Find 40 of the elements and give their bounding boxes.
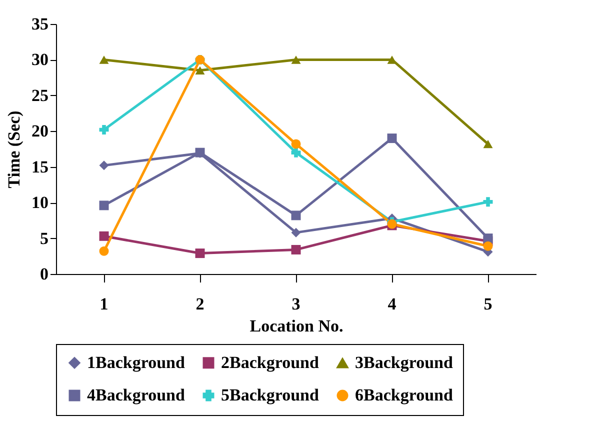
y-tick-label: 5	[40, 228, 48, 248]
point	[291, 210, 301, 220]
point	[387, 56, 397, 64]
y-tick-label: 0	[40, 264, 48, 284]
x-tick-label: 3	[292, 294, 300, 314]
point	[291, 56, 301, 64]
point	[291, 148, 301, 158]
legend-label: 6Background	[355, 386, 454, 404]
y-tick-label: 35	[32, 14, 48, 34]
point	[99, 56, 109, 64]
x-tick-label: 4	[388, 294, 397, 314]
point	[483, 197, 493, 207]
legend-label: 5Background	[221, 386, 320, 404]
x-tick-label: 1	[100, 294, 108, 314]
legend-label: 2Background	[221, 352, 320, 372]
point	[483, 241, 493, 251]
point	[195, 248, 205, 258]
point	[483, 140, 493, 148]
point	[291, 228, 301, 238]
point	[99, 160, 109, 170]
y-axis-title: Time (Sec)	[4, 110, 24, 188]
x-tick-label: 2	[196, 294, 204, 314]
point	[99, 124, 109, 134]
point	[291, 139, 301, 149]
point	[99, 246, 109, 256]
x-tick-label: 5	[484, 294, 492, 314]
legend-label: 1Background	[87, 352, 186, 372]
y-tick-label: 10	[32, 193, 48, 212]
point	[291, 244, 301, 254]
y-tick-label: 20	[32, 122, 48, 141]
point	[195, 66, 205, 75]
legend-label: 4Background	[87, 386, 186, 404]
y-tick-label: 30	[32, 50, 48, 70]
legend-label: 3Background	[355, 353, 454, 372]
x-axis-title: Location No.	[250, 316, 344, 336]
point	[387, 134, 397, 144]
point	[99, 200, 109, 210]
y-tick-label: 25	[32, 86, 48, 105]
point	[99, 231, 109, 241]
y-tick-label: 15	[32, 157, 48, 176]
